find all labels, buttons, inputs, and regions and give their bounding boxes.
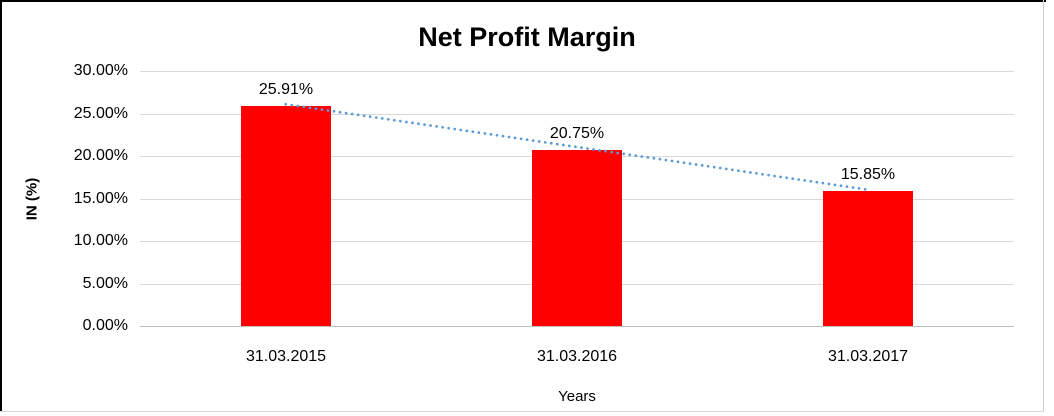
x-tick-label: 31.03.2016: [536, 348, 618, 365]
frame-border-top: [0, 0, 1046, 2]
y-tick-label: 0.00%: [82, 317, 128, 334]
bar-data-label: 25.91%: [258, 81, 314, 98]
chart-title: Net Profit Margin: [418, 22, 636, 52]
bar-data-label: 15.85%: [840, 166, 896, 183]
x-axis-title: Years: [558, 388, 596, 405]
chart-border-bottom: [0, 411, 1044, 412]
bar-data-label: 20.75%: [549, 125, 605, 142]
frame-border-left: [0, 0, 2, 412]
x-tick-label: 31.03.2017: [827, 348, 909, 365]
bar: [823, 191, 913, 326]
y-tick-label: 5.00%: [82, 275, 128, 292]
x-tick-label: 31.03.2015: [245, 348, 327, 365]
chart-border-right: [1043, 0, 1044, 412]
y-tick-label: 30.00%: [73, 62, 128, 79]
y-tick-label: 10.00%: [73, 232, 128, 249]
bar: [532, 150, 622, 326]
bar: [241, 106, 331, 326]
y-tick-label: 15.00%: [73, 190, 128, 207]
gridline: [140, 71, 1014, 72]
y-tick-label: 20.00%: [73, 147, 128, 164]
y-tick-label: 25.00%: [73, 105, 128, 122]
x-axis-line: [140, 326, 1014, 327]
